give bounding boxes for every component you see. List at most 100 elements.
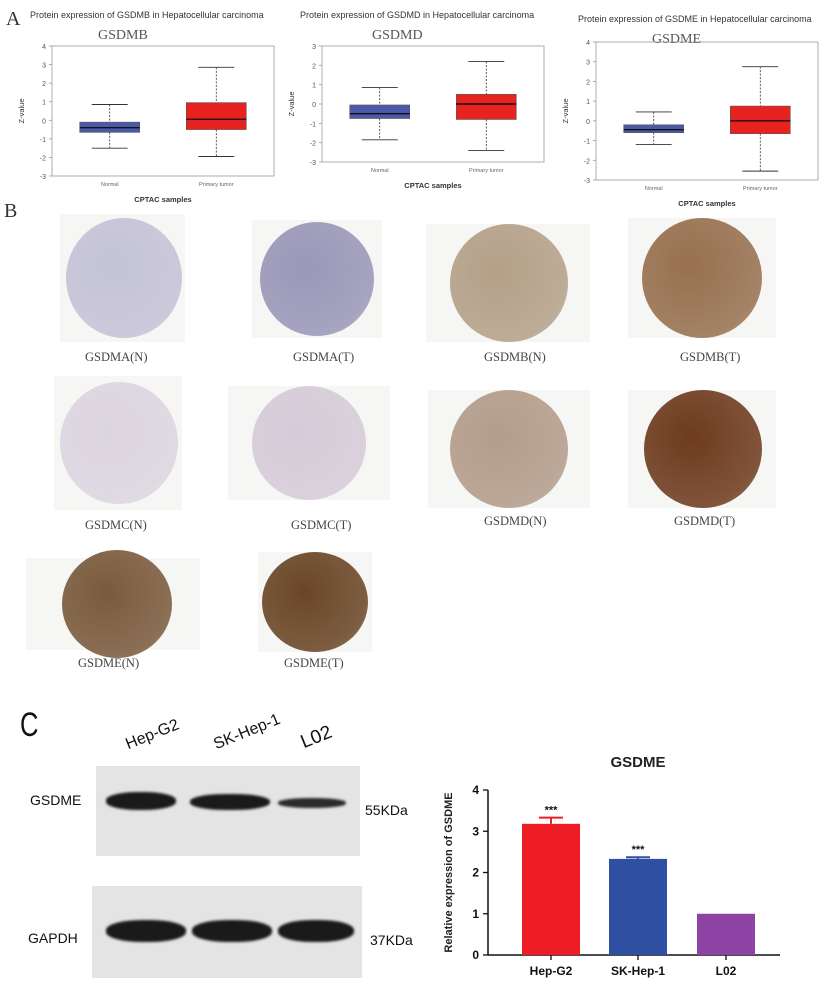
boxplot-svg: 3 2 1 0 -1 -2 -3 Z-value CPTAC samples Normal Prim… (287, 44, 545, 190)
y-tick-label: -1 (310, 121, 316, 128)
tma-label: GSDME(T) (284, 656, 344, 670)
band (190, 794, 270, 810)
x-axis-label: CPTAC samples (678, 199, 735, 208)
tma-label: GSDMB(N) (484, 350, 546, 364)
y-tick-label: 2 (586, 79, 590, 86)
y-tick-label: 2 (472, 866, 479, 880)
plot-frame (595, 41, 819, 181)
x-tick-label: L02 (716, 964, 737, 978)
x-category-label: Normal (645, 186, 663, 192)
y-tick-label: 1 (312, 83, 316, 90)
y-tick-label: 1 (472, 907, 479, 921)
kda-label: 55KDa (365, 802, 408, 818)
tma-label: GSDME(N) (78, 656, 140, 670)
tma-label: GSDMC(N) (85, 518, 147, 532)
lane-label: L02 (297, 721, 336, 754)
box (456, 94, 517, 120)
boxplot-gsdme: Protein expression of GSDME in Hepatocel… (556, 8, 824, 208)
band (192, 920, 272, 942)
y-tick-label: -1 (584, 139, 590, 146)
y-axis-label: Z-value (287, 91, 296, 116)
lane-label: SK-Hep-1 (211, 710, 283, 754)
tissue-core (252, 386, 366, 500)
tissue-core (66, 218, 182, 338)
blot-row-label: GAPDH (28, 930, 78, 946)
tissue-core (450, 224, 568, 342)
boxplot-gene-label: GSDMD (372, 28, 423, 43)
box (349, 104, 410, 119)
box (623, 124, 684, 133)
bar (609, 858, 667, 955)
tma-image (428, 390, 590, 508)
tma-label: GSDMA(N) (85, 350, 148, 364)
y-tick-label: 0 (312, 102, 316, 109)
gsdme-bar-chart: GSDME Relative expression of GSDME 0 1 2 3 4 **… (443, 754, 780, 978)
y-axis-label: Relative expression of GSDME (443, 792, 455, 952)
kda-label: 37KDa (370, 932, 413, 948)
x-tick-label: Hep-G2 (530, 964, 573, 978)
y-tick-label: -3 (40, 174, 46, 181)
tissue-core (450, 390, 568, 508)
x-category-label: Primary tumor (469, 168, 504, 174)
y-tick-label: 4 (472, 783, 479, 797)
boxplot-gsdmb: Protein expression of GSDMB in Hepatocel… (12, 8, 280, 208)
y-tick-label: 1 (586, 99, 590, 106)
y-tick-label: 4 (42, 44, 46, 51)
boxplot-gsdmd: Protein expression of GSDMD in Hepatocel… (282, 8, 550, 208)
x-axis-label: CPTAC samples (134, 195, 191, 204)
boxplot-gene-label: GSDME (652, 32, 702, 47)
chart-title: GSDME (610, 754, 665, 771)
y-tick-label: 0 (586, 119, 590, 126)
tma-image (60, 214, 185, 342)
boxplot-svg: 4 3 2 1 0 -1 -2 -3 Z-value CPTAC samples Normal Pri… (561, 40, 819, 208)
tma-image (252, 220, 382, 338)
blot-gapdh (92, 886, 362, 978)
blot-row-label: GSDME (30, 792, 82, 808)
y-tick-label: 3 (472, 824, 479, 838)
tma-image (258, 552, 372, 652)
tma-label: GSDMD(N) (484, 514, 547, 528)
x-category-label: Normal (371, 168, 389, 174)
y-tick-label: -3 (584, 178, 590, 185)
x-category-label: Normal (101, 182, 119, 188)
tissue-core (642, 218, 762, 338)
x-tick-label: SK-Hep-1 (611, 964, 665, 978)
y-tick-label: -2 (310, 141, 316, 148)
tma-label: GSDMB(T) (680, 350, 741, 364)
significance-label: *** (632, 844, 646, 856)
lane-label: Hep-G2 (123, 716, 182, 754)
band (278, 920, 354, 942)
y-tick-label: -3 (310, 160, 316, 167)
tma-label: GSDMA(T) (293, 350, 355, 364)
band (278, 798, 346, 808)
x-category-label: Primary tumor (199, 182, 234, 188)
x-axis-label: CPTAC samples (404, 181, 461, 190)
panel-label-b: B (4, 200, 18, 222)
y-axis-label: Z-value (561, 98, 570, 123)
y-tick-label: -2 (40, 155, 46, 162)
bar (697, 913, 755, 955)
tma-image (228, 386, 390, 500)
y-tick-label: -1 (40, 137, 46, 144)
y-tick-label: -2 (584, 158, 590, 165)
tissue-core (262, 552, 368, 652)
tissue-core (60, 382, 178, 504)
tma-image (26, 550, 200, 658)
tissue-core (260, 222, 374, 336)
y-tick-label: 4 (586, 40, 590, 47)
tma-image (54, 376, 182, 510)
x-category-label: Primary tumor (743, 186, 778, 192)
y-tick-label: 0 (472, 948, 479, 962)
boxplot-title: Protein expression of GSDMB in Hepatocel… (30, 10, 264, 20)
tissue-core (62, 550, 172, 658)
tissue-core (644, 390, 762, 508)
band (106, 920, 186, 942)
plot-frame (51, 45, 275, 177)
significance-label: *** (545, 805, 559, 817)
tma-label: GSDMD(T) (674, 514, 736, 528)
panel-label-a: A (6, 8, 21, 30)
bar (522, 823, 580, 955)
boxplot-svg: 4 3 2 1 0 -1 -2 -3 Z-value CPTAC samples Normal Pri… (17, 44, 275, 204)
y-tick-label: 1 (42, 100, 46, 107)
box (186, 102, 247, 130)
